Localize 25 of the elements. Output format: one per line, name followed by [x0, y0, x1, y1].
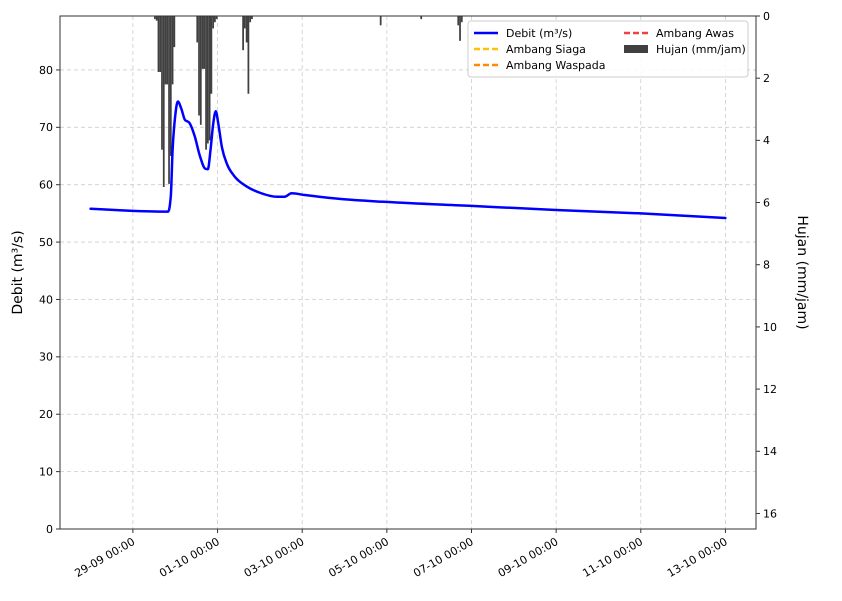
- y2-tick-label: 16: [763, 507, 777, 520]
- y2-tick-label: 0: [763, 10, 770, 23]
- legend-label: Ambang Waspada: [506, 58, 606, 72]
- y2-tick-label: 14: [763, 445, 777, 458]
- y2-tick-label: 4: [763, 134, 770, 148]
- y-tick-label: 50: [39, 236, 53, 249]
- legend-label: Ambang Siaga: [506, 42, 586, 56]
- legend-label: Ambang Awas: [656, 26, 734, 40]
- y-tick-label: 60: [39, 178, 53, 192]
- legend-label: Debit (m³/s): [506, 26, 572, 40]
- legend-label: Hujan (mm/jam): [656, 42, 746, 56]
- y-tick-label: 80: [39, 64, 53, 77]
- y-tick-label: 0: [46, 522, 53, 536]
- y-tick-label: 30: [39, 350, 53, 364]
- y2-tick-label: 2: [763, 72, 770, 86]
- y-tick-label: 70: [39, 121, 53, 134]
- y-tick-label: 10: [39, 465, 53, 478]
- y2-tick-label: 6: [763, 196, 770, 210]
- y2-tick-label: 10: [763, 320, 777, 334]
- y-axis-title: Debit (m³/s): [10, 230, 26, 315]
- y-tick-label: 20: [39, 408, 53, 422]
- y-tick-label: 40: [39, 293, 53, 306]
- y2-tick-label: 8: [763, 258, 770, 272]
- y2-axis-title: Hujan (mm/jam): [794, 215, 810, 330]
- y2-tick-label: 12: [763, 382, 777, 396]
